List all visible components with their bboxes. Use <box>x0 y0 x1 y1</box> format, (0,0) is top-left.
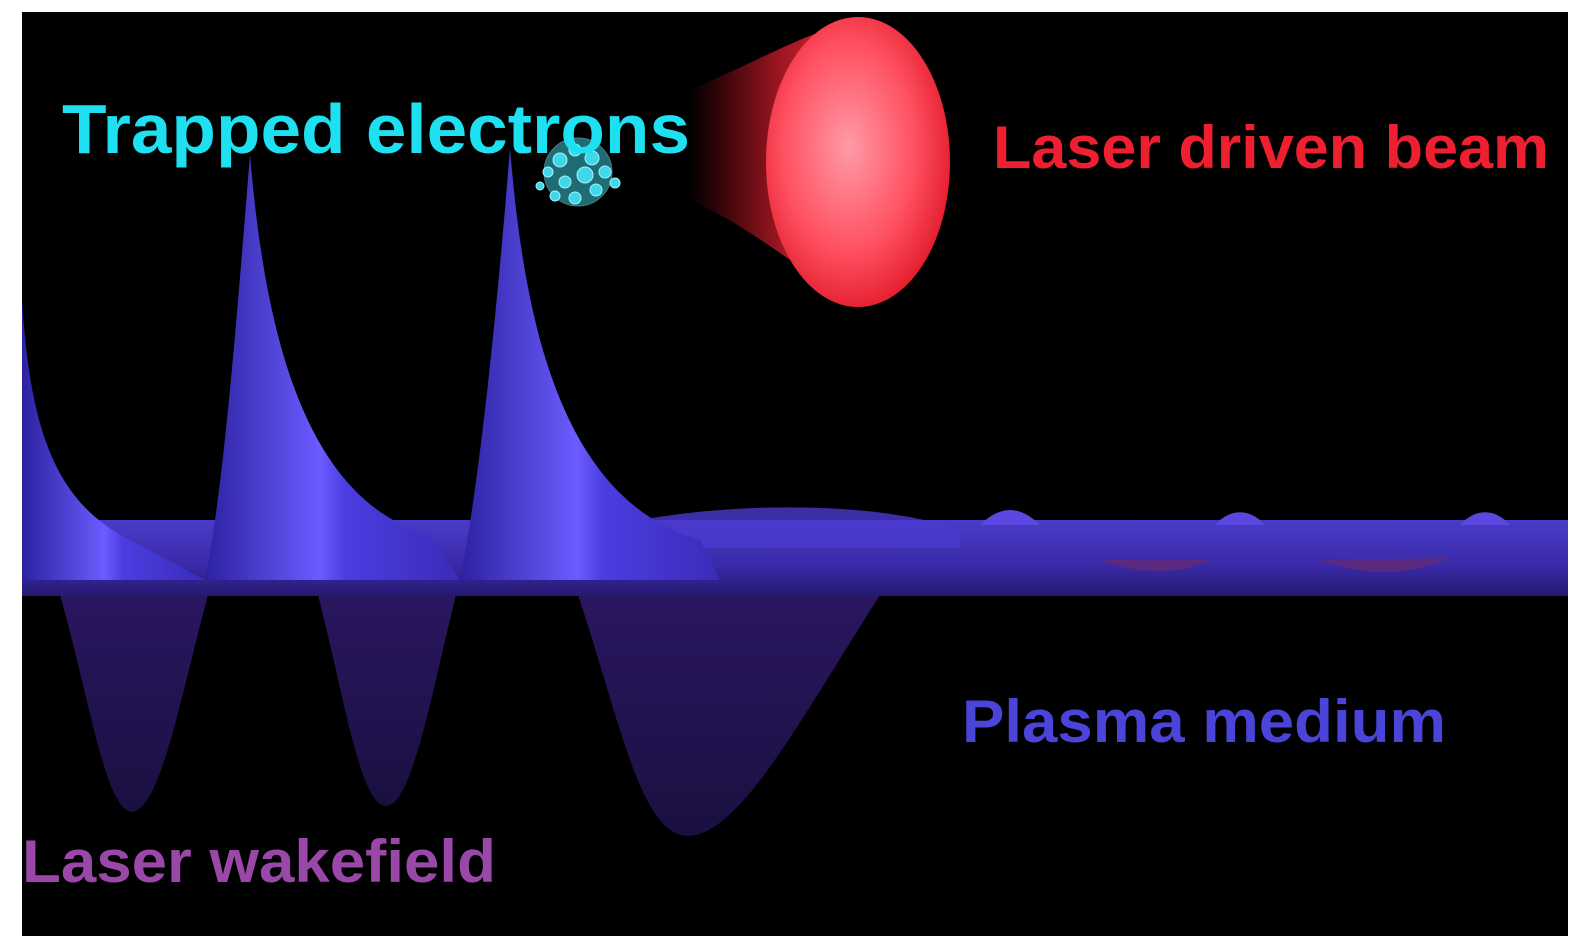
page: Laser wakefield acceleration {"labels": … <box>0 0 1585 946</box>
label-trapped-electrons: Trapped electrons <box>62 90 690 168</box>
illustration: Trapped electrons Laser driven beam Plas… <box>0 0 1585 946</box>
label-laser-beam: Laser driven beam <box>993 114 1549 181</box>
label-plasma-medium: Plasma medium <box>962 688 1446 755</box>
label-laser-wakefield: Laser wakefield <box>22 828 496 895</box>
page-body: Trapped electrons Laser driven beam Plas… <box>0 0 1585 946</box>
